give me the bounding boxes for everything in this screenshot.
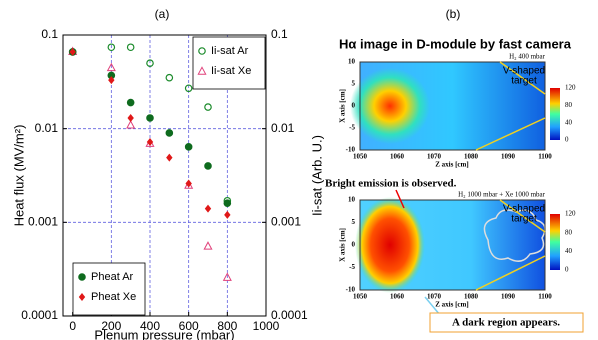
- colorbar-tick-label: 40: [565, 118, 573, 126]
- emission: [355, 197, 425, 293]
- condition-label: H₂ 1000 mbar + Xe 1000 mbar: [458, 191, 546, 199]
- legend-label: Pheat Ar: [91, 271, 134, 283]
- marker: [127, 44, 133, 50]
- z-axis-tick-label: 1070: [427, 293, 442, 301]
- figure: (a)020040060080010000.00010.0010.010.10.…: [0, 0, 598, 340]
- z-axis-tick-label: 1070: [427, 153, 442, 161]
- z-axis-label: Z axis [cm]: [435, 161, 468, 169]
- colorbar: [550, 214, 560, 270]
- z-axis-tick-label: 1100: [538, 153, 552, 161]
- marker: [147, 115, 153, 121]
- panel-label: (b): [446, 7, 461, 21]
- z-axis-tick-label: 1060: [390, 153, 405, 161]
- z-axis-tick-label: 1080: [464, 293, 479, 301]
- legend-marker: [79, 274, 85, 280]
- condition-label: H₂ 400 mbar: [509, 53, 546, 61]
- y2-axis-label: Ii-sat (Arb. U.): [309, 135, 324, 216]
- marker: [185, 144, 191, 150]
- annotation: Bright emission is observed.: [325, 178, 457, 190]
- x-axis-tick-label: 10: [348, 58, 356, 66]
- z-axis-tick-label: 1100: [538, 293, 552, 301]
- x-tick-label: 0: [69, 319, 76, 333]
- marker: [166, 130, 172, 136]
- z-axis-label: Z axis [cm]: [435, 301, 468, 309]
- x-axis-label: Plenum pressure (mbar): [94, 327, 234, 340]
- marker: [147, 138, 153, 146]
- x-axis-label: X axis [cm]: [339, 228, 347, 262]
- marker: [127, 99, 133, 105]
- marker: [127, 121, 134, 128]
- y2-tick-label: 0.001: [271, 215, 301, 229]
- x-axis-tick-label: 0: [352, 102, 356, 110]
- colorbar-tick-label: 0: [565, 136, 569, 144]
- x-axis-tick-label: 0: [352, 241, 356, 249]
- colorbar-tick-label: 120: [565, 84, 576, 92]
- legend-label: Pheat Xe: [91, 291, 136, 303]
- colorbar: [550, 88, 560, 140]
- y-axis-label: Heat flux (MV/m²): [11, 125, 26, 227]
- y2-tick-label: 0.01: [271, 121, 295, 135]
- y-tick-label: 0.01: [35, 121, 59, 135]
- y-tick-label: 0.1: [41, 27, 58, 41]
- marker: [204, 242, 211, 249]
- emission: [350, 68, 430, 144]
- y2-tick-label: 0.1: [271, 27, 288, 41]
- colorbar-tick-label: 80: [565, 101, 573, 109]
- marker: [205, 163, 211, 169]
- x-axis-tick-label: 10: [348, 196, 356, 204]
- marker: [224, 211, 230, 219]
- z-axis-tick-label: 1080: [464, 153, 479, 161]
- z-axis-tick-label: 1050: [353, 293, 368, 301]
- x-axis-tick-label: 5: [352, 218, 356, 226]
- marker: [166, 75, 172, 81]
- panel-label: (a): [155, 7, 170, 21]
- annotation: A dark region appears.: [452, 317, 560, 329]
- colorbar-tick-label: 40: [565, 247, 573, 255]
- colorbar-tick-label: 0: [565, 266, 569, 274]
- z-axis-tick-label: 1090: [501, 153, 516, 161]
- z-axis-tick-label: 1050: [353, 153, 368, 161]
- y2-tick-label: 0.0001: [271, 308, 308, 322]
- colorbar-tick-label: 80: [565, 228, 573, 236]
- x-axis-tick-label: 5: [352, 80, 356, 88]
- target-label: target: [511, 214, 537, 225]
- x-axis-tick-label: -5: [349, 263, 355, 271]
- colorbar-tick-label: 120: [565, 210, 576, 218]
- target-label: target: [511, 76, 537, 87]
- x-axis-label: X axis [cm]: [339, 89, 347, 123]
- z-axis-tick-label: 1090: [501, 293, 516, 301]
- x-axis-tick-label: -5: [349, 124, 355, 132]
- figure-title: Hα image in D-module by fast camera: [339, 36, 572, 51]
- legend-label: Ii-sat Ar: [211, 45, 249, 57]
- y-tick-label: 0.0001: [21, 308, 58, 322]
- marker: [205, 104, 211, 110]
- marker: [127, 114, 133, 122]
- marker: [205, 205, 211, 213]
- marker: [166, 154, 172, 162]
- legend-label: Ii-sat Xe: [211, 65, 251, 77]
- y-tick-label: 0.001: [28, 215, 58, 229]
- z-axis-tick-label: 1060: [390, 293, 405, 301]
- marker: [224, 200, 230, 206]
